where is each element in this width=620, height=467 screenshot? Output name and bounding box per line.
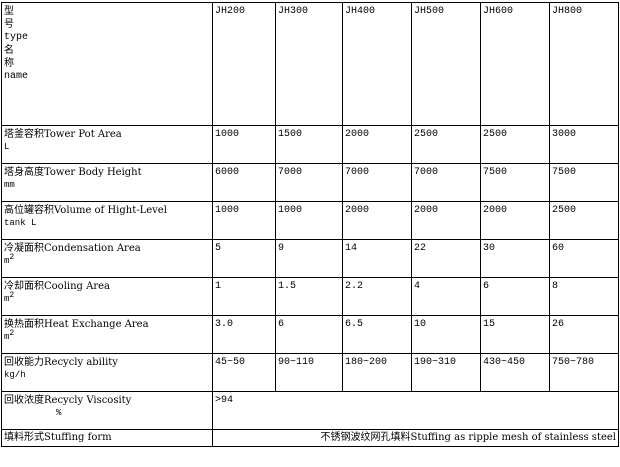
row-label: 塔釜容积Tower Pot Area (4, 129, 122, 140)
value-cell: 8 (549, 277, 619, 316)
header-row: 型 号 type 名 称 name JH200 JH300 JH400 JH50… (1, 2, 619, 126)
row-label: 换热面积Heat Exchange Area (4, 319, 149, 330)
row-unit: % (56, 408, 62, 418)
value-cell: 1500 (275, 125, 343, 164)
header-label-line: 号 (4, 19, 14, 30)
value-cell: 45~50 (212, 353, 276, 392)
model-header: JH600 (480, 2, 550, 126)
table-row: 高位罐容积Volume of Hight-Level tank L 1000 1… (1, 201, 619, 240)
value-cell: 180~200 (342, 353, 412, 392)
value-cell: 26 (549, 315, 619, 354)
value-cell: 90~110 (275, 353, 343, 392)
viscosity-row: 回收浓度Recycly Viscosity % >94 (1, 391, 619, 430)
value-cell: 7000 (275, 163, 343, 202)
value-cell: 6000 (212, 163, 276, 202)
row-label: 冷却面积Cooling Area (4, 281, 110, 292)
value-cell: 60 (549, 239, 619, 278)
header-label-line: 型 (4, 6, 14, 17)
value-cell: 190~310 (411, 353, 481, 392)
model-header: JH400 (342, 2, 412, 126)
value-cell: 2000 (342, 125, 412, 164)
row-label-cell: 填料形式Stuffing form (1, 429, 213, 447)
row-label-cell: 换热面积Heat Exchange Area m2 (1, 315, 213, 354)
model-header: JH500 (411, 2, 481, 126)
value-cell: 1000 (275, 201, 343, 240)
row-unit: m2 (4, 291, 15, 305)
value-cell: 750~780 (549, 353, 619, 392)
table-row: 换热面积Heat Exchange Area m2 3.0 6 6.5 10 1… (1, 315, 619, 354)
value-cell: 15 (480, 315, 550, 354)
value-cell: 6 (480, 277, 550, 316)
value-cell: 3000 (549, 125, 619, 164)
value-cell: 6 (275, 315, 343, 354)
value-cell: 1000 (212, 125, 276, 164)
row-label-cell: 高位罐容积Volume of Hight-Level tank L (1, 201, 213, 240)
value-cell: 14 (342, 239, 412, 278)
row-label-cell: 塔釜容积Tower Pot Area L (1, 125, 213, 164)
value-cell: 5 (212, 239, 276, 278)
row-label: 冷凝面积Condensation Area (4, 243, 141, 254)
row-label-cell: 回收浓度Recycly Viscosity % (1, 391, 213, 430)
value-cell: 2500 (480, 125, 550, 164)
value-cell: 2000 (480, 201, 550, 240)
row-unit: mm (4, 180, 15, 190)
value-cell: 2000 (411, 201, 481, 240)
value-cell: 7500 (480, 163, 550, 202)
row-unit: L (4, 142, 10, 152)
row-unit: m2 (4, 253, 15, 267)
row-unit: m2 (4, 329, 15, 343)
value-cell: 6.5 (342, 315, 412, 354)
row-label-cell: 塔身高度Tower Body Height mm (1, 163, 213, 202)
header-label-cell: 型 号 type 名 称 name (1, 2, 213, 126)
value-cell: 2000 (342, 201, 412, 240)
value-cell: 22 (411, 239, 481, 278)
header-label-line: 名 (4, 45, 14, 56)
model-header: JH200 (212, 2, 276, 126)
value-cell: 1 (212, 277, 276, 316)
header-label-line: type (4, 32, 29, 43)
value-cell: 7000 (411, 163, 481, 202)
value-cell: 2.2 (342, 277, 412, 316)
row-label-cell: 回收能力Recycly ability kg/h (1, 353, 213, 392)
row-label-cell: 冷凝面积Condensation Area m2 (1, 239, 213, 278)
header-label-line: 称 (4, 58, 14, 69)
row-unit: tank L (4, 218, 37, 228)
value-cell: 3.0 (212, 315, 276, 354)
table-row: 塔釜容积Tower Pot Area L 1000 1500 2000 2500… (1, 125, 619, 164)
value-cell: 7000 (342, 163, 412, 202)
value-cell: 9 (275, 239, 343, 278)
value-cell: 2500 (411, 125, 481, 164)
value-cell: 30 (480, 239, 550, 278)
table-row: 冷凝面积Condensation Area m2 5 9 14 22 30 60 (1, 239, 619, 278)
value-cell: 10 (411, 315, 481, 354)
row-label-cell: 冷却面积Cooling Area m2 (1, 277, 213, 316)
viscosity-value: >94 (212, 391, 619, 430)
row-label: 填料形式Stuffing form (4, 432, 112, 443)
table-row: 冷却面积Cooling Area m2 1 1.5 2.2 4 6 8 (1, 277, 619, 316)
value-cell: 7500 (549, 163, 619, 202)
row-label: 塔身高度Tower Body Height (4, 167, 142, 178)
value-cell: 2500 (549, 201, 619, 240)
table-row: 回收能力Recycly ability kg/h 45~50 90~110 18… (1, 353, 619, 392)
stuffing-value: 不锈钢波纹网孔填料Stuffing as ripple mesh of stai… (212, 429, 619, 447)
stuffing-row: 填料形式Stuffing form 不锈钢波纹网孔填料Stuffing as r… (1, 429, 619, 447)
value-cell: 1.5 (275, 277, 343, 316)
model-header: JH300 (275, 2, 343, 126)
row-label: 高位罐容积Volume of Hight-Level (4, 205, 167, 216)
spec-table: 型 号 type 名 称 name JH200 JH300 JH400 JH50… (1, 2, 619, 447)
value-cell: 4 (411, 277, 481, 316)
table-row: 塔身高度Tower Body Height mm 6000 7000 7000 … (1, 163, 619, 202)
value-cell: 1000 (212, 201, 276, 240)
header-label-line: name (4, 71, 29, 82)
row-unit: kg/h (4, 370, 26, 380)
row-label: 回收能力Recycly ability (4, 357, 118, 368)
row-label: 回收浓度Recycly Viscosity (4, 395, 132, 406)
model-header: JH800 (549, 2, 619, 126)
value-cell: 430~450 (480, 353, 550, 392)
